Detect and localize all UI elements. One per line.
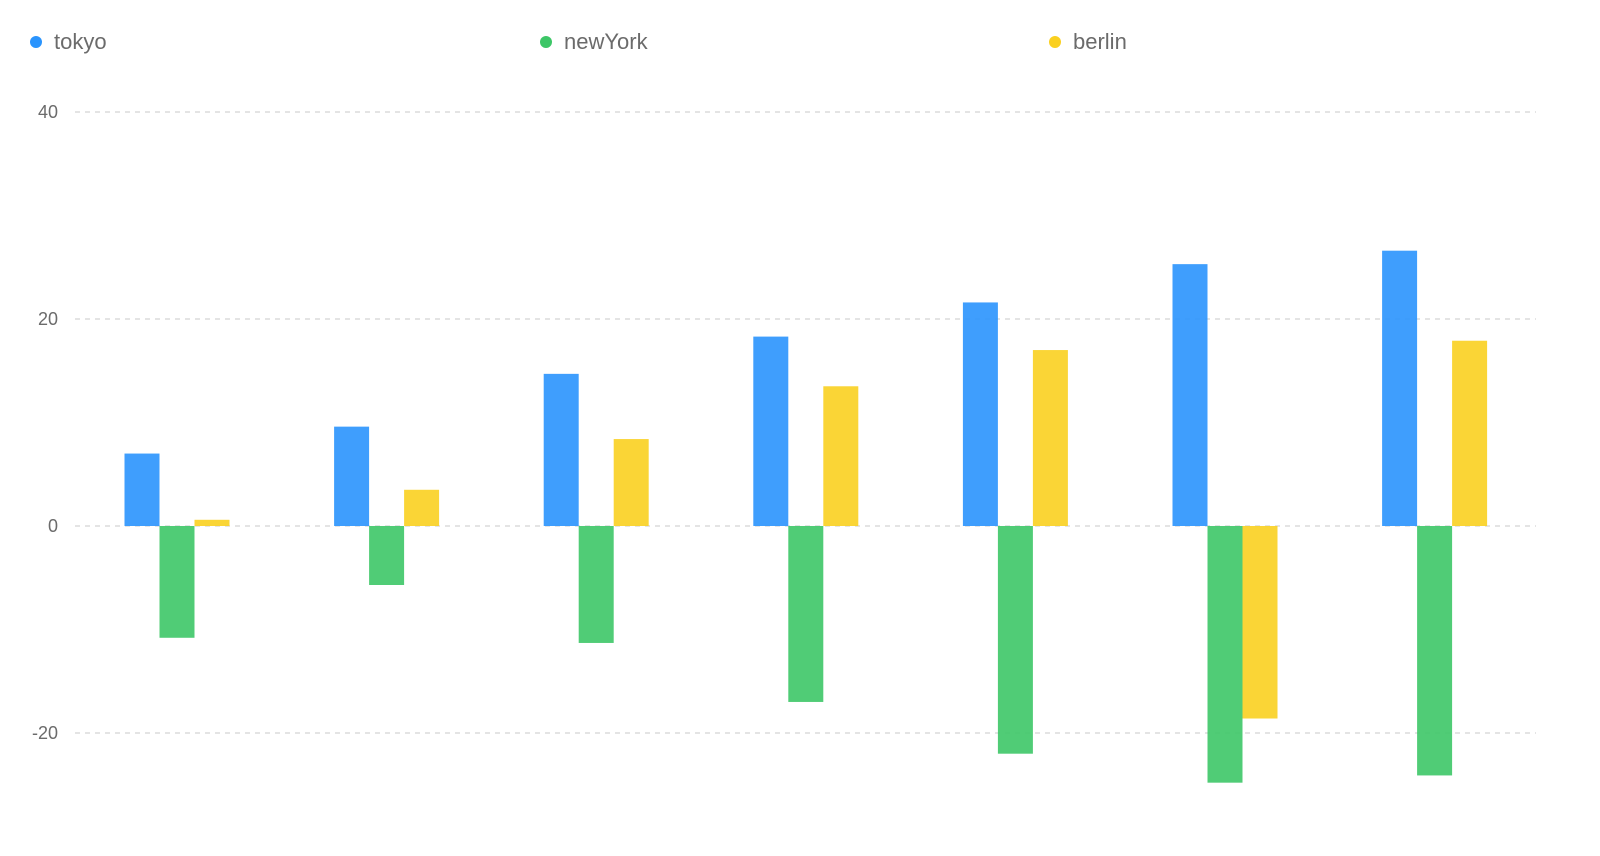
legend-label-newyork: newYork xyxy=(564,29,648,54)
legend: tokyo newYork berlin xyxy=(0,22,1600,62)
bar-berlin-3[interactable] xyxy=(613,439,649,526)
bar-berlin-5[interactable] xyxy=(1032,350,1068,526)
y-tick-label: 0 xyxy=(48,516,58,536)
legend-dot-tokyo xyxy=(30,36,42,48)
bar-berlin-4[interactable] xyxy=(823,386,859,526)
bar-berlin-7[interactable] xyxy=(1452,340,1488,526)
y-tick-label: 20 xyxy=(38,309,58,329)
bar-tokyo-1[interactable] xyxy=(124,453,160,526)
bar-tokyo-7[interactable] xyxy=(1382,250,1418,526)
bar-layer xyxy=(124,250,1488,783)
legend-label-berlin: berlin xyxy=(1073,29,1127,54)
bar-tokyo-5[interactable] xyxy=(962,302,998,526)
bar-newyork-4[interactable] xyxy=(788,526,824,702)
bar-berlin-6[interactable] xyxy=(1242,526,1278,719)
legend-dot-berlin xyxy=(1049,36,1061,48)
y-tick-label: -20 xyxy=(32,723,58,743)
bar-newyork-6[interactable] xyxy=(1207,526,1243,783)
bar-newyork-3[interactable] xyxy=(578,526,614,643)
bar-newyork-2[interactable] xyxy=(369,526,405,585)
legend-dot-newyork xyxy=(540,36,552,48)
bar-berlin-1[interactable] xyxy=(194,519,230,526)
bar-tokyo-4[interactable] xyxy=(753,336,789,526)
legend-item-newyork[interactable]: newYork xyxy=(540,22,648,62)
legend-label-tokyo: tokyo xyxy=(54,29,107,54)
y-tick-label: 40 xyxy=(38,102,58,122)
bar-tokyo-6[interactable] xyxy=(1172,264,1208,526)
bar-newyork-5[interactable] xyxy=(997,526,1033,754)
bar-tokyo-3[interactable] xyxy=(543,373,579,526)
bar-newyork-1[interactable] xyxy=(159,526,195,638)
y-axis: 40 20 0 -20 xyxy=(32,102,58,743)
bar-tokyo-2[interactable] xyxy=(334,426,370,526)
legend-item-berlin[interactable]: berlin xyxy=(1049,22,1127,62)
legend-item-tokyo[interactable]: tokyo xyxy=(30,22,107,62)
bar-newyork-7[interactable] xyxy=(1417,526,1453,776)
bar-berlin-2[interactable] xyxy=(404,489,440,526)
